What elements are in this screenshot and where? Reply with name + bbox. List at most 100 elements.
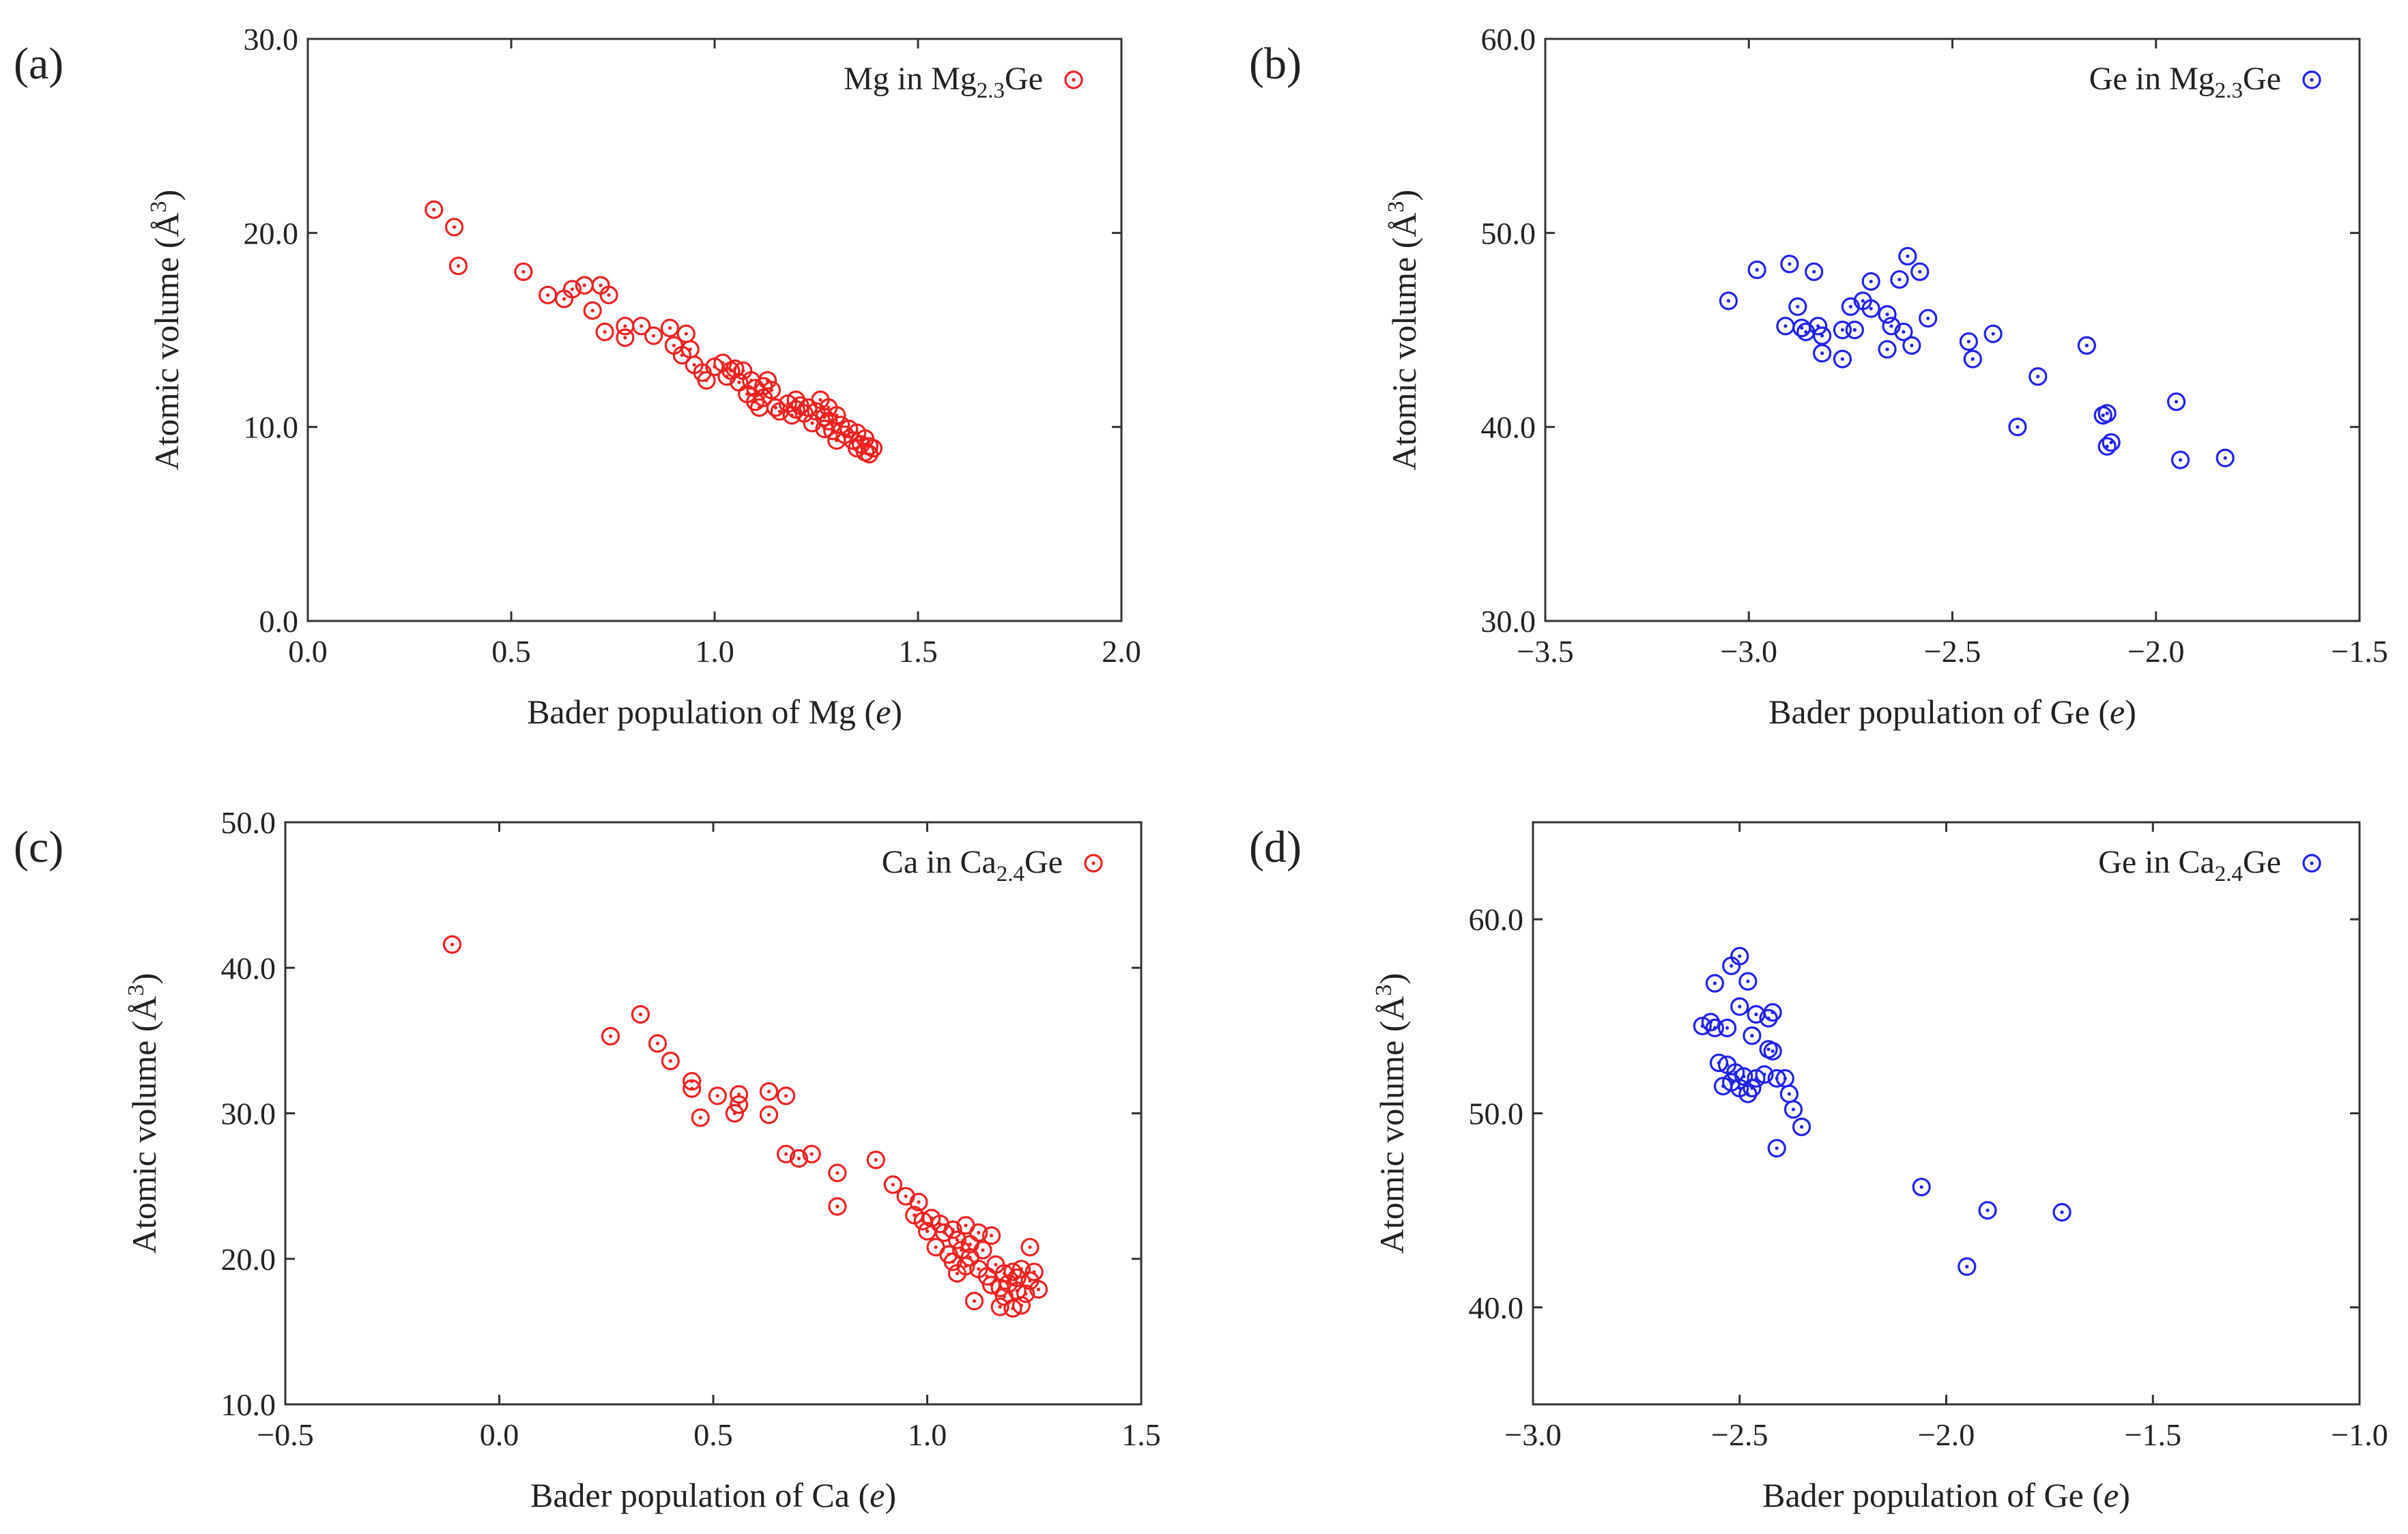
data-point — [1730, 997, 1749, 1016]
data-point — [1738, 972, 1758, 991]
data-point — [1813, 344, 1832, 363]
legend-label: Ca in Ca2.4Ge — [882, 844, 1063, 886]
data-point — [1845, 320, 1864, 340]
data-point — [708, 1086, 727, 1105]
plot-frame — [1532, 821, 2361, 1406]
data-point — [990, 1297, 1009, 1316]
legend-label: Ge in Mg2.3Ge — [2089, 61, 2281, 103]
plot-frame — [306, 38, 1123, 622]
data-point — [749, 398, 769, 417]
x-tick-label: −2.5 — [1711, 1417, 1768, 1452]
data-point — [683, 1079, 702, 1098]
data-point — [758, 371, 777, 390]
y-tick-label: 50.0 — [1481, 216, 1536, 250]
legend-label: Ge in Ca2.4Ge — [2098, 844, 2281, 886]
y-tick-label: 30.0 — [1481, 604, 1536, 639]
data-point — [583, 301, 602, 320]
y-axis-title: Atomic volume (Å3) — [1371, 973, 1411, 1254]
data-point — [444, 218, 464, 237]
data-point — [1747, 260, 1766, 279]
data-point — [828, 1163, 847, 1183]
data-point — [969, 1223, 988, 1242]
series-points — [1719, 246, 2235, 469]
data-point — [1959, 332, 1978, 351]
data-point — [1898, 246, 1917, 266]
data-point — [866, 1150, 885, 1170]
data-point — [776, 1144, 796, 1163]
data-point — [661, 1052, 680, 1071]
y-axis-title: Atomic volume (Å3) — [146, 190, 186, 470]
data-point — [648, 1034, 668, 1053]
data-point — [815, 407, 834, 427]
data-point — [631, 1004, 650, 1024]
x-tick-label: −0.5 — [257, 1417, 313, 1452]
data-point — [2029, 367, 2048, 386]
data-point — [1882, 317, 1901, 336]
x-tick-label: −2.0 — [2127, 634, 2184, 669]
data-point — [730, 1095, 749, 1114]
y-tick-label: 40.0 — [1481, 410, 1536, 445]
data-point — [1792, 1117, 1811, 1137]
data-point — [863, 439, 883, 458]
data-point — [2008, 418, 2027, 437]
data-point — [660, 319, 680, 338]
data-point — [1783, 1100, 1803, 1119]
data-point — [1012, 1296, 1031, 1315]
x-tick-label: 0.5 — [491, 634, 531, 669]
data-point — [1792, 319, 1811, 338]
y-tick-label: 20.0 — [221, 1242, 276, 1277]
data-point — [1763, 1003, 1782, 1022]
legend-marker — [2302, 70, 2321, 89]
data-point — [1809, 317, 1828, 336]
data-point — [964, 1291, 984, 1311]
panel-3: (c) −0.5 0.0 0.5 1.0 1.5 10.0 20.0 30.0 40.0 50.0 B… — [14, 805, 1161, 1514]
x-axis-title: Bader population of Ge (e) — [1768, 693, 2136, 731]
data-point — [973, 1241, 992, 1260]
data-point — [1780, 255, 1799, 274]
x-tick-label: 0.5 — [693, 1417, 733, 1452]
data-point — [2097, 404, 2117, 423]
panel-label: (b) — [1249, 39, 1302, 89]
data-point — [1705, 974, 1725, 993]
legend-marker — [1084, 854, 1103, 873]
data-point — [1763, 1041, 1782, 1061]
data-point — [1861, 272, 1880, 291]
data-point — [730, 1085, 749, 1104]
data-point — [1775, 1069, 1794, 1088]
data-point — [1833, 349, 1852, 368]
panel-1: (a) 0.0 0.5 1.0 1.5 2.0 0.0 10.0 20.0 30.0 Bader p… — [14, 22, 1141, 731]
plot-frame — [1544, 38, 2361, 622]
data-point — [1805, 262, 1824, 281]
data-point — [1717, 1018, 1737, 1037]
data-point — [759, 1105, 779, 1125]
data-point — [1890, 270, 1909, 289]
series-points — [425, 200, 883, 464]
data-point — [1767, 1139, 1786, 1158]
panel-2: (b) −3.5 −3.0 −2.5 −2.0 −1.5 30.0 40.0 50.0 60.0 B… — [1249, 22, 2388, 731]
x-tick-label: 1.5 — [898, 634, 938, 669]
y-tick-label: 30.0 — [221, 1097, 276, 1131]
x-tick-label: 0.0 — [480, 1417, 519, 1452]
x-tick-label: 1.0 — [908, 1417, 947, 1452]
y-tick-label: 60.0 — [1469, 902, 1524, 937]
data-point — [1776, 317, 1795, 336]
data-point — [981, 1226, 1001, 1245]
y-axis-title: Atomic volume (Å3) — [1384, 190, 1424, 470]
x-tick-label: 2.0 — [1102, 634, 1141, 669]
legend-marker — [1064, 70, 1083, 89]
data-point — [2166, 392, 2186, 411]
data-point — [676, 324, 696, 343]
x-axis-title: Bader population of Ca (e) — [530, 1476, 896, 1514]
data-point — [1730, 946, 1749, 966]
y-tick-label: 50.0 — [221, 805, 276, 840]
data-point — [514, 262, 533, 281]
legend-marker — [2302, 854, 2321, 873]
data-point — [1841, 297, 1860, 316]
data-point — [1963, 349, 1982, 368]
data-point — [1016, 1284, 1035, 1303]
data-point — [2216, 448, 2235, 467]
data-point — [1029, 1279, 1048, 1299]
data-point — [1755, 1065, 1774, 1084]
y-tick-label: 10.0 — [244, 410, 299, 445]
x-axis-title: Bader population of Mg (e) — [527, 693, 902, 731]
